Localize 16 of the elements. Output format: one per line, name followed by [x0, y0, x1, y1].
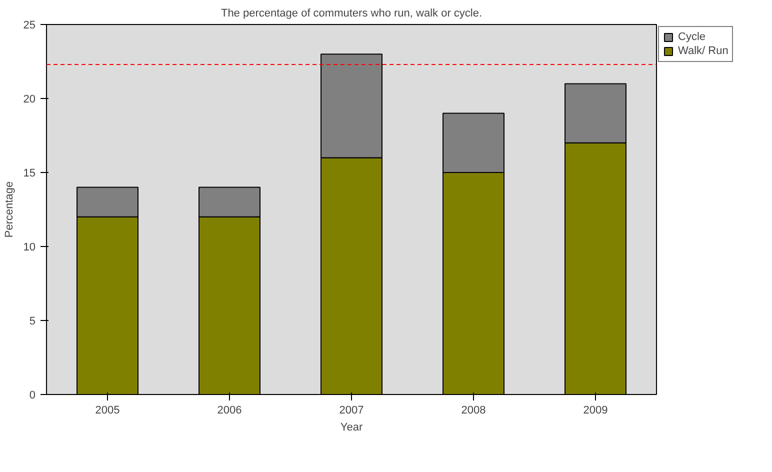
legend-label: Walk/ Run [678, 45, 728, 57]
x-axis-title: Year [340, 422, 363, 434]
y-axis-title: Percentage [3, 181, 16, 238]
x-tick-label: 2006 [217, 404, 242, 416]
y-tick-label: 10 [23, 242, 36, 254]
chart-title: The percentage of commuters who run, walk or cycle. [220, 8, 482, 20]
x-tick-label: 2007 [339, 404, 364, 416]
y-tick-label: 5 [29, 316, 36, 328]
y-tick-label: 15 [23, 168, 36, 180]
y-tick-label: 0 [29, 390, 36, 402]
y-tick-label: 25 [23, 20, 36, 32]
x-tick-label: 2009 [583, 404, 608, 416]
x-tick-label: 2008 [461, 404, 486, 416]
x-tick-label: 2005 [95, 404, 120, 416]
legend-label: Cycle [678, 31, 706, 43]
y-tick-label: 20 [23, 94, 36, 106]
